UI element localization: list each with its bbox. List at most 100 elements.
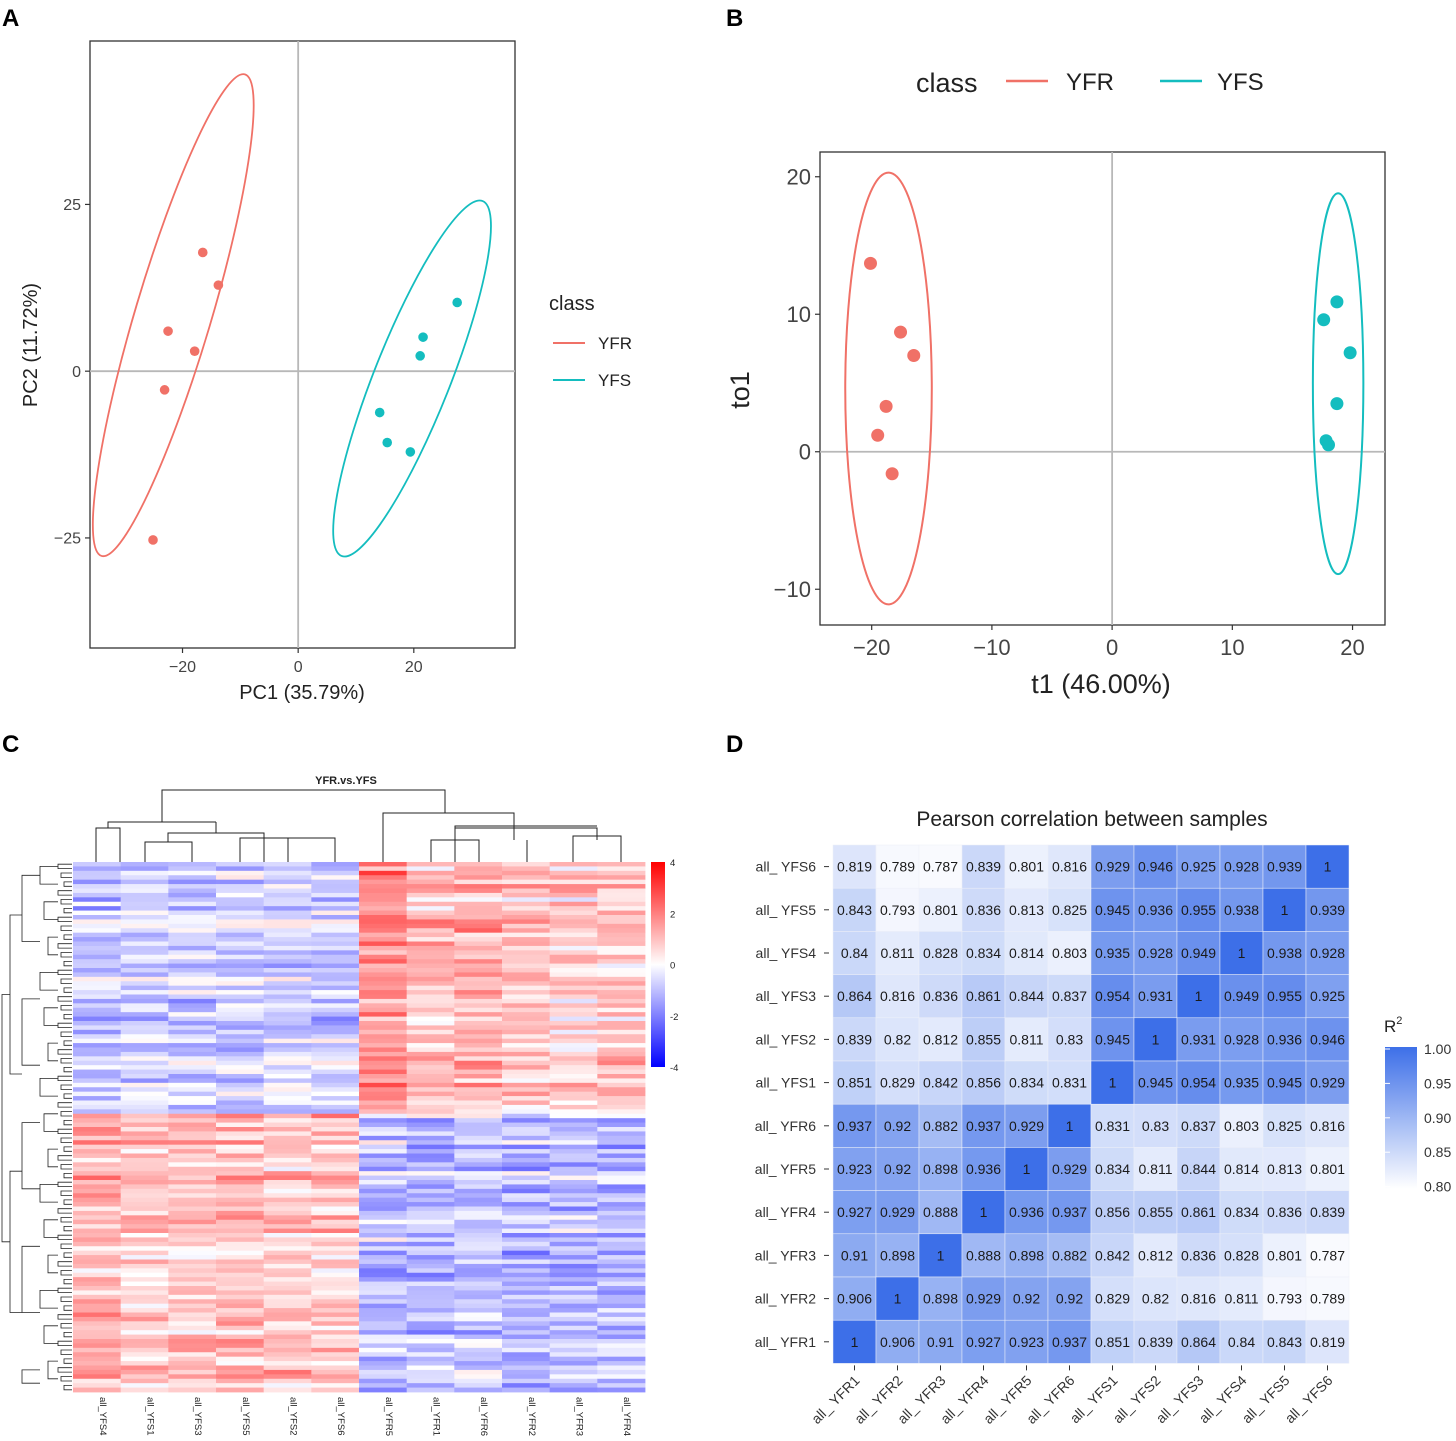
heatmap-cell xyxy=(359,1378,408,1384)
heatmap-cell xyxy=(597,994,646,1000)
heatmap-cell xyxy=(311,1352,360,1358)
heatmap-cell xyxy=(454,1056,503,1062)
heatmap-cell xyxy=(263,1224,312,1229)
heatmap-cell xyxy=(406,1104,455,1110)
heatmap-cell xyxy=(168,1233,217,1238)
heatmap-cell xyxy=(454,981,503,987)
heatmap-cell xyxy=(549,981,598,987)
heatmap-cell xyxy=(502,901,551,907)
heatmap-cell xyxy=(73,1290,122,1296)
heatmap-cell xyxy=(168,1347,217,1353)
correlation-cell xyxy=(1047,1103,1092,1148)
heatmap-cell xyxy=(73,897,122,903)
correlation-value: 0.91 xyxy=(927,1334,954,1350)
heatmap-cell xyxy=(311,1188,360,1194)
heatmap-cell xyxy=(216,892,265,898)
pearson-colorbar-gradient xyxy=(1385,1047,1417,1189)
heatmap-cell xyxy=(597,1374,646,1380)
heatmap-cell xyxy=(120,1202,169,1207)
correlation-cell xyxy=(832,1147,877,1191)
heatmap-cell xyxy=(216,1387,265,1393)
heatmap-cell xyxy=(359,976,408,982)
heatmap-cell xyxy=(263,915,312,920)
heatmap-cell xyxy=(120,1034,169,1040)
heatmap-cell xyxy=(359,1206,408,1212)
correlation-value: 0.935 xyxy=(1224,1075,1259,1091)
heatmap-cell xyxy=(263,875,312,881)
heatmap-cell xyxy=(454,1016,503,1022)
heatmap-cell xyxy=(120,1069,169,1075)
heatmap-cell xyxy=(549,932,598,938)
heatmap-cell xyxy=(359,1352,408,1358)
heatmap-cell xyxy=(120,1303,169,1309)
heatmap-cell xyxy=(549,1312,598,1318)
heatmap-cell xyxy=(502,1277,551,1282)
heatmap-cell xyxy=(73,1250,122,1256)
correlation-value: 0.929 xyxy=(966,1291,1001,1307)
heatmap-cell xyxy=(168,1206,217,1212)
heatmap-cell xyxy=(311,901,360,907)
heatmap-cell xyxy=(502,1131,551,1137)
heatmap-cell xyxy=(311,1157,360,1163)
heatmap-cell xyxy=(263,919,312,925)
heatmap-cell xyxy=(263,1255,312,1260)
heatmap-cell xyxy=(549,928,598,934)
correlation-value: 0.898 xyxy=(923,1291,958,1307)
heatmap-cell xyxy=(597,1082,646,1088)
heatmap-cell xyxy=(359,1334,408,1340)
heatmap-cell xyxy=(120,1321,169,1327)
heatmap-cell xyxy=(311,1078,360,1084)
oplsda-plot-frame xyxy=(819,151,1386,626)
heatmap-cell xyxy=(406,985,455,991)
heatmap-cell xyxy=(263,1171,312,1176)
heatmap-cell xyxy=(120,870,169,876)
heatmap-cell xyxy=(502,1184,551,1190)
heatmap-cell xyxy=(454,1140,503,1146)
correlation-value: 0.929 xyxy=(1095,859,1130,875)
heatmap-cell xyxy=(216,1012,265,1017)
correlation-row-label: all_ YFR1 xyxy=(755,1334,816,1350)
heatmap-cell xyxy=(359,981,408,987)
heatmap-cell xyxy=(549,1096,598,1101)
heatmap-cell xyxy=(311,1237,360,1243)
heatmap-cell xyxy=(359,919,408,925)
heatmap-cell xyxy=(263,1113,312,1119)
heatmap-cell xyxy=(120,1325,169,1331)
correlation-value: 1 xyxy=(937,1247,945,1263)
heatmap-cell xyxy=(263,1290,312,1296)
heatmap-cell xyxy=(406,1246,455,1252)
heatmap-cell xyxy=(454,919,503,925)
heatmap-cell xyxy=(73,1383,122,1388)
heatmap-cell xyxy=(168,1219,217,1225)
correlation-row-label: all_ YFR6 xyxy=(755,1118,816,1134)
heatmap-cell xyxy=(502,1135,551,1141)
heatmap-cell xyxy=(120,1268,169,1274)
correlation-cell xyxy=(1219,1233,1264,1278)
correlation-value: 0.949 xyxy=(1181,945,1216,961)
heatmap-cell xyxy=(311,1206,360,1212)
heatmap-cell xyxy=(502,1308,551,1313)
heatmap-cell xyxy=(311,1113,360,1119)
correlation-value: 0.793 xyxy=(1267,1291,1302,1307)
heatmap-cell xyxy=(311,866,360,872)
heatmap-cell xyxy=(263,990,312,995)
heatmap-cell xyxy=(73,1374,122,1380)
heatmap-cell xyxy=(263,963,312,969)
heatmap-cell xyxy=(73,1339,122,1344)
heatmap-cell xyxy=(406,976,455,982)
heatmap-cell xyxy=(454,990,503,995)
heatmap-cell xyxy=(263,870,312,876)
heatmap-cell xyxy=(502,1016,551,1022)
heatmap-cell xyxy=(120,1330,169,1335)
heatmap-cell xyxy=(120,906,169,911)
correlation-cell xyxy=(832,1276,877,1321)
heatmap-cell xyxy=(216,1202,265,1207)
correlation-cell xyxy=(1090,1233,1135,1278)
correlation-cell xyxy=(1047,887,1092,932)
pearson-colorbar-tick-label: 0.90 xyxy=(1424,1110,1451,1126)
heatmap-cell xyxy=(597,1127,646,1132)
heatmap-cell xyxy=(168,1038,217,1044)
heatmap-cell xyxy=(168,928,217,934)
heatmap-cell xyxy=(168,1197,217,1203)
heatmap-cell xyxy=(359,1012,408,1017)
